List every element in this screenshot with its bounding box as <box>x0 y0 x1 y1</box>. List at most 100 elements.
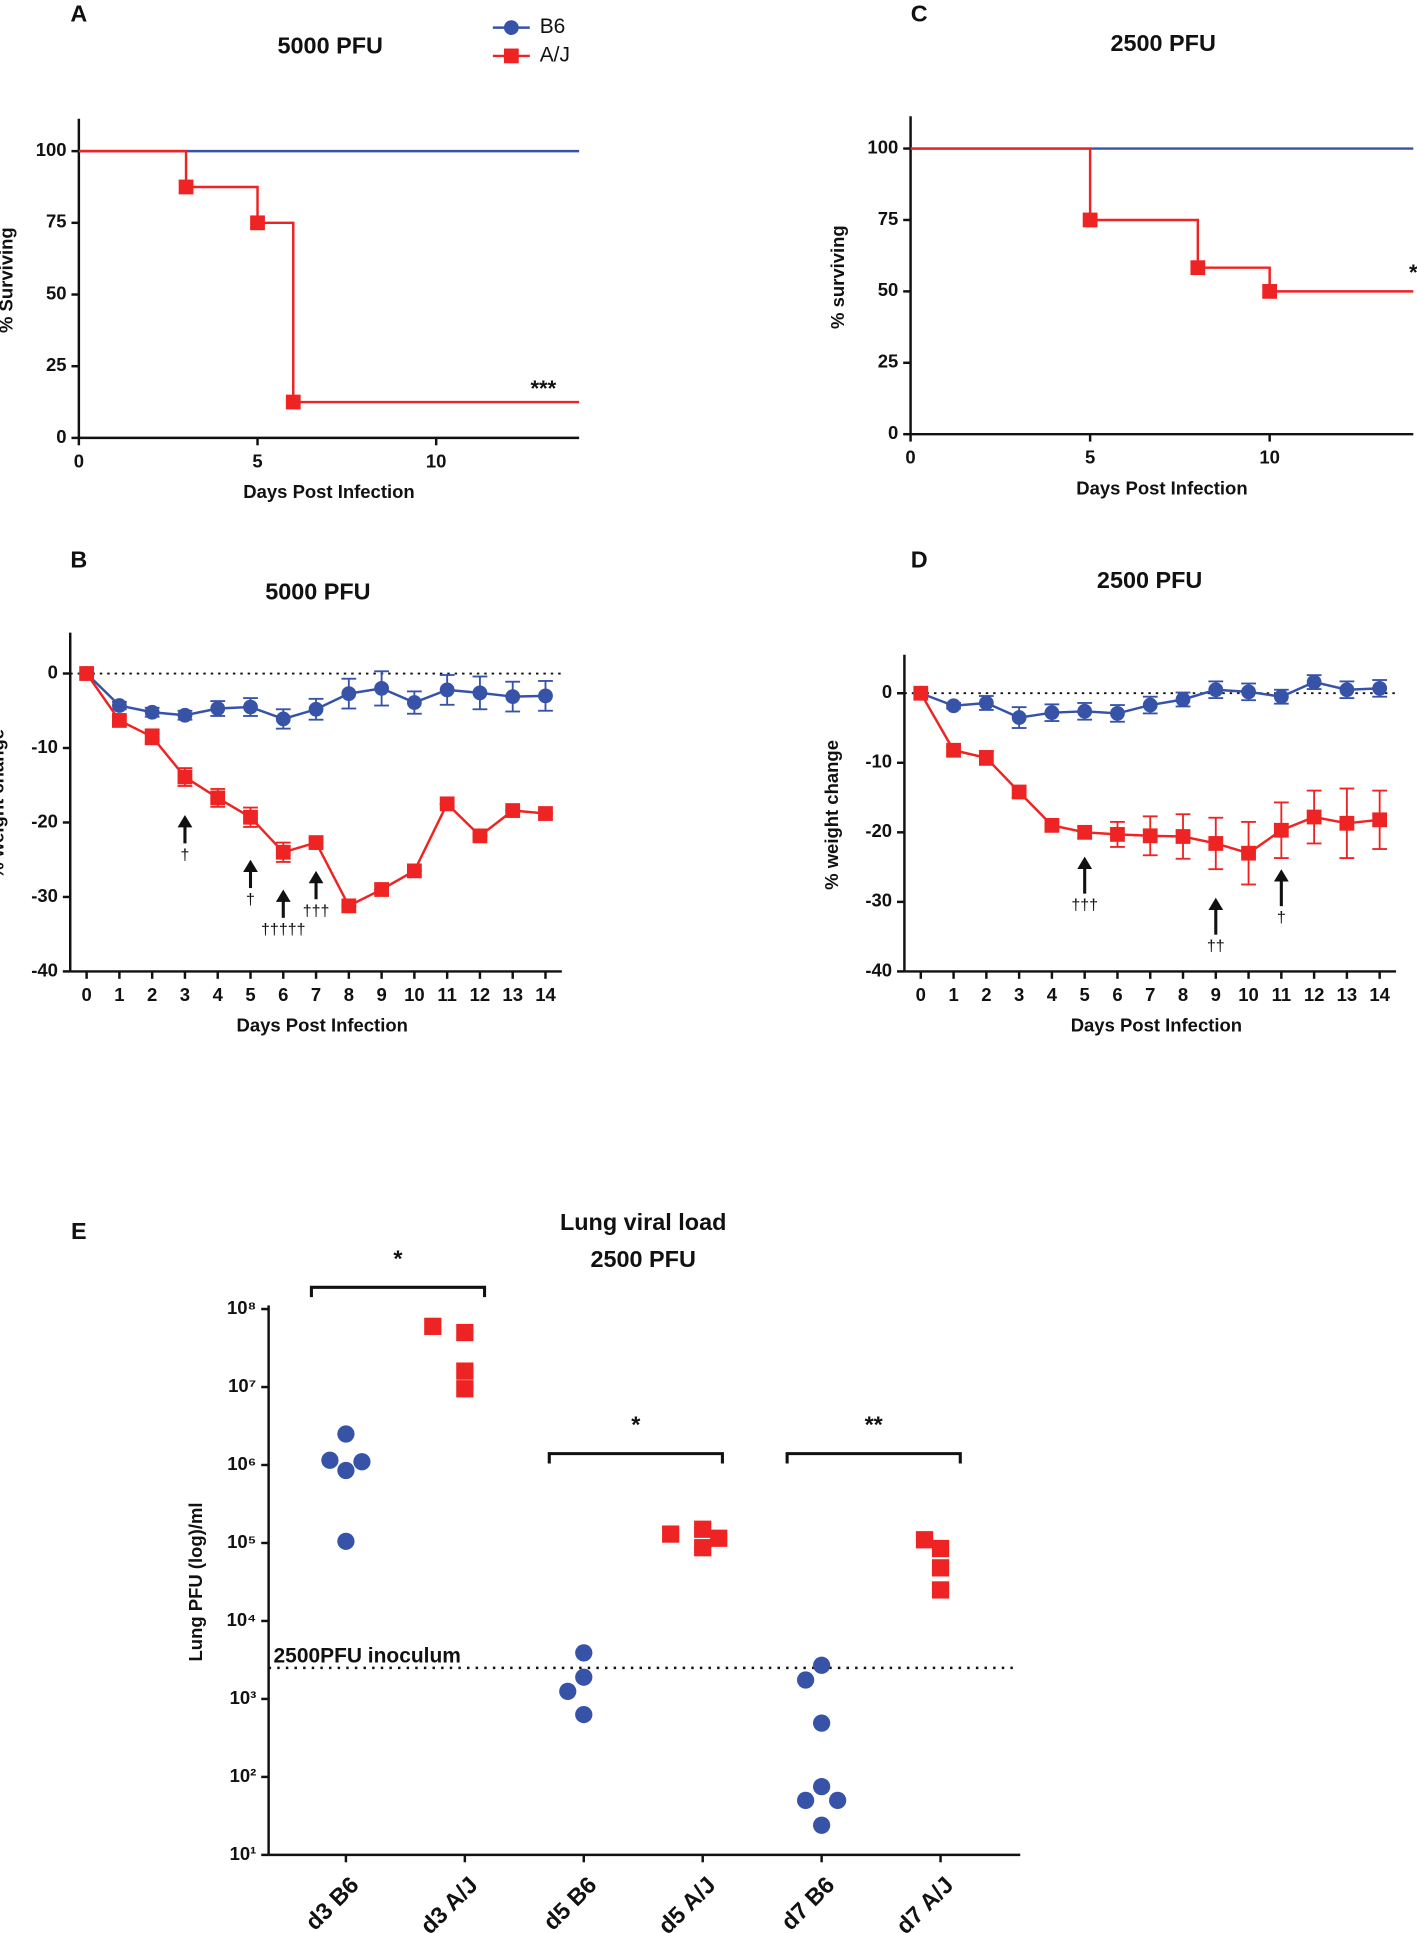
x-tick-label: 8 <box>1178 984 1188 1005</box>
y-tick-label: 10⁴ <box>227 1609 257 1630</box>
y-tick-label: 25 <box>46 354 67 375</box>
panel-label: C <box>911 0 928 26</box>
marker <box>694 1539 712 1557</box>
marker <box>1110 706 1125 721</box>
x-tick-label: 0 <box>74 450 84 471</box>
y-tick-label: 10⁸ <box>227 1297 256 1318</box>
y-tick-label: 50 <box>46 282 67 303</box>
panel-label: D <box>911 546 928 572</box>
marker <box>1044 705 1060 721</box>
x-tick-label: 1 <box>948 984 958 1005</box>
y-tick-label: 10⁷ <box>228 1375 256 1396</box>
marker <box>1273 689 1289 705</box>
marker <box>374 882 389 897</box>
marker <box>915 1531 934 1549</box>
chart-subtitle: 2500 PFU <box>590 1246 695 1272</box>
y-axis-label: % surviving <box>827 225 848 329</box>
y-tick-label: 10⁶ <box>227 1453 256 1474</box>
y-tick-label: -40 <box>865 959 892 980</box>
x-tick-label: 0 <box>81 984 91 1005</box>
survival-line <box>78 149 580 404</box>
x-tick-label: 2 <box>147 984 157 1005</box>
y-tick-label: 100 <box>36 139 67 160</box>
marker <box>337 1461 355 1480</box>
y-tick-label: 75 <box>878 208 899 229</box>
chart-title: 5000 PFU <box>265 578 370 604</box>
x-tick-label: 10 <box>426 450 447 471</box>
marker <box>456 1362 474 1380</box>
marker <box>456 1323 474 1342</box>
marker <box>1190 260 1206 276</box>
x-axis-label: Days Post Infection <box>243 481 414 502</box>
marker <box>439 796 455 812</box>
marker <box>178 179 194 195</box>
marker <box>662 1525 680 1543</box>
marker <box>337 1425 355 1443</box>
y-tick-label: -10 <box>31 736 58 757</box>
marker <box>503 20 519 35</box>
y-tick-label: 0 <box>48 661 58 682</box>
x-tick-label: 4 <box>213 984 224 1005</box>
x-tick-label: 10 <box>1259 447 1280 468</box>
x-tick-label: 11 <box>1272 984 1292 1005</box>
y-axis-label: % Surviving <box>0 227 16 333</box>
y-tick-label: 0 <box>882 681 892 702</box>
marker <box>374 681 389 696</box>
marker <box>931 1539 950 1558</box>
x-tick-label: d5 B6 <box>538 1872 601 1933</box>
annotation: † <box>246 892 255 909</box>
annotation: † <box>1277 910 1286 927</box>
marker <box>913 685 929 701</box>
x-tick-label: 3 <box>1014 984 1024 1005</box>
marker <box>978 695 994 711</box>
marker <box>439 682 455 698</box>
marker <box>341 898 357 914</box>
y-tick-label: 50 <box>878 279 899 300</box>
x-tick-label: 4 <box>1047 984 1058 1005</box>
y-tick-label: 10⁵ <box>227 1531 256 1552</box>
arrow-head <box>275 889 291 902</box>
marker <box>1372 680 1388 696</box>
marker <box>505 803 521 818</box>
arrow-head <box>1077 856 1093 869</box>
marker <box>813 1778 831 1796</box>
marker <box>796 1791 815 1810</box>
marker <box>1082 212 1098 228</box>
y-tick-label: -10 <box>865 751 892 772</box>
y-tick-label: 25 <box>878 351 899 372</box>
marker <box>1077 703 1093 719</box>
significance-bracket <box>309 1285 487 1298</box>
chart-title: 2500 PFU <box>1110 30 1215 56</box>
x-tick-label: 10 <box>1238 984 1259 1005</box>
marker <box>538 688 553 704</box>
y-tick-label: -20 <box>865 820 892 841</box>
marker <box>946 742 961 758</box>
marker <box>112 698 127 713</box>
marker <box>1142 697 1158 713</box>
x-tick-label: 6 <box>1112 984 1122 1005</box>
marker <box>1011 784 1027 800</box>
x-tick-label: 11 <box>437 984 457 1005</box>
arrow-head <box>1208 897 1224 911</box>
y-axis-label: % weight change <box>821 740 842 890</box>
marker <box>308 835 324 850</box>
marker <box>575 1668 593 1686</box>
marker <box>275 711 291 727</box>
x-tick-label: 6 <box>278 984 288 1005</box>
legend-label: B6 <box>540 15 566 38</box>
x-tick-label: 3 <box>180 984 190 1005</box>
marker <box>144 704 160 720</box>
annotation: ††† <box>1071 897 1098 914</box>
marker <box>1372 812 1388 828</box>
marker <box>931 1559 950 1577</box>
arrow-head <box>243 859 258 873</box>
marker <box>829 1791 847 1810</box>
marker <box>337 1532 355 1550</box>
significance-bracket <box>547 1452 724 1464</box>
marker <box>575 1705 593 1724</box>
marker <box>177 769 193 785</box>
marker <box>813 1714 831 1732</box>
annotation: ††† <box>303 903 330 920</box>
x-axis-label: Days Post Infection <box>1071 1015 1242 1036</box>
